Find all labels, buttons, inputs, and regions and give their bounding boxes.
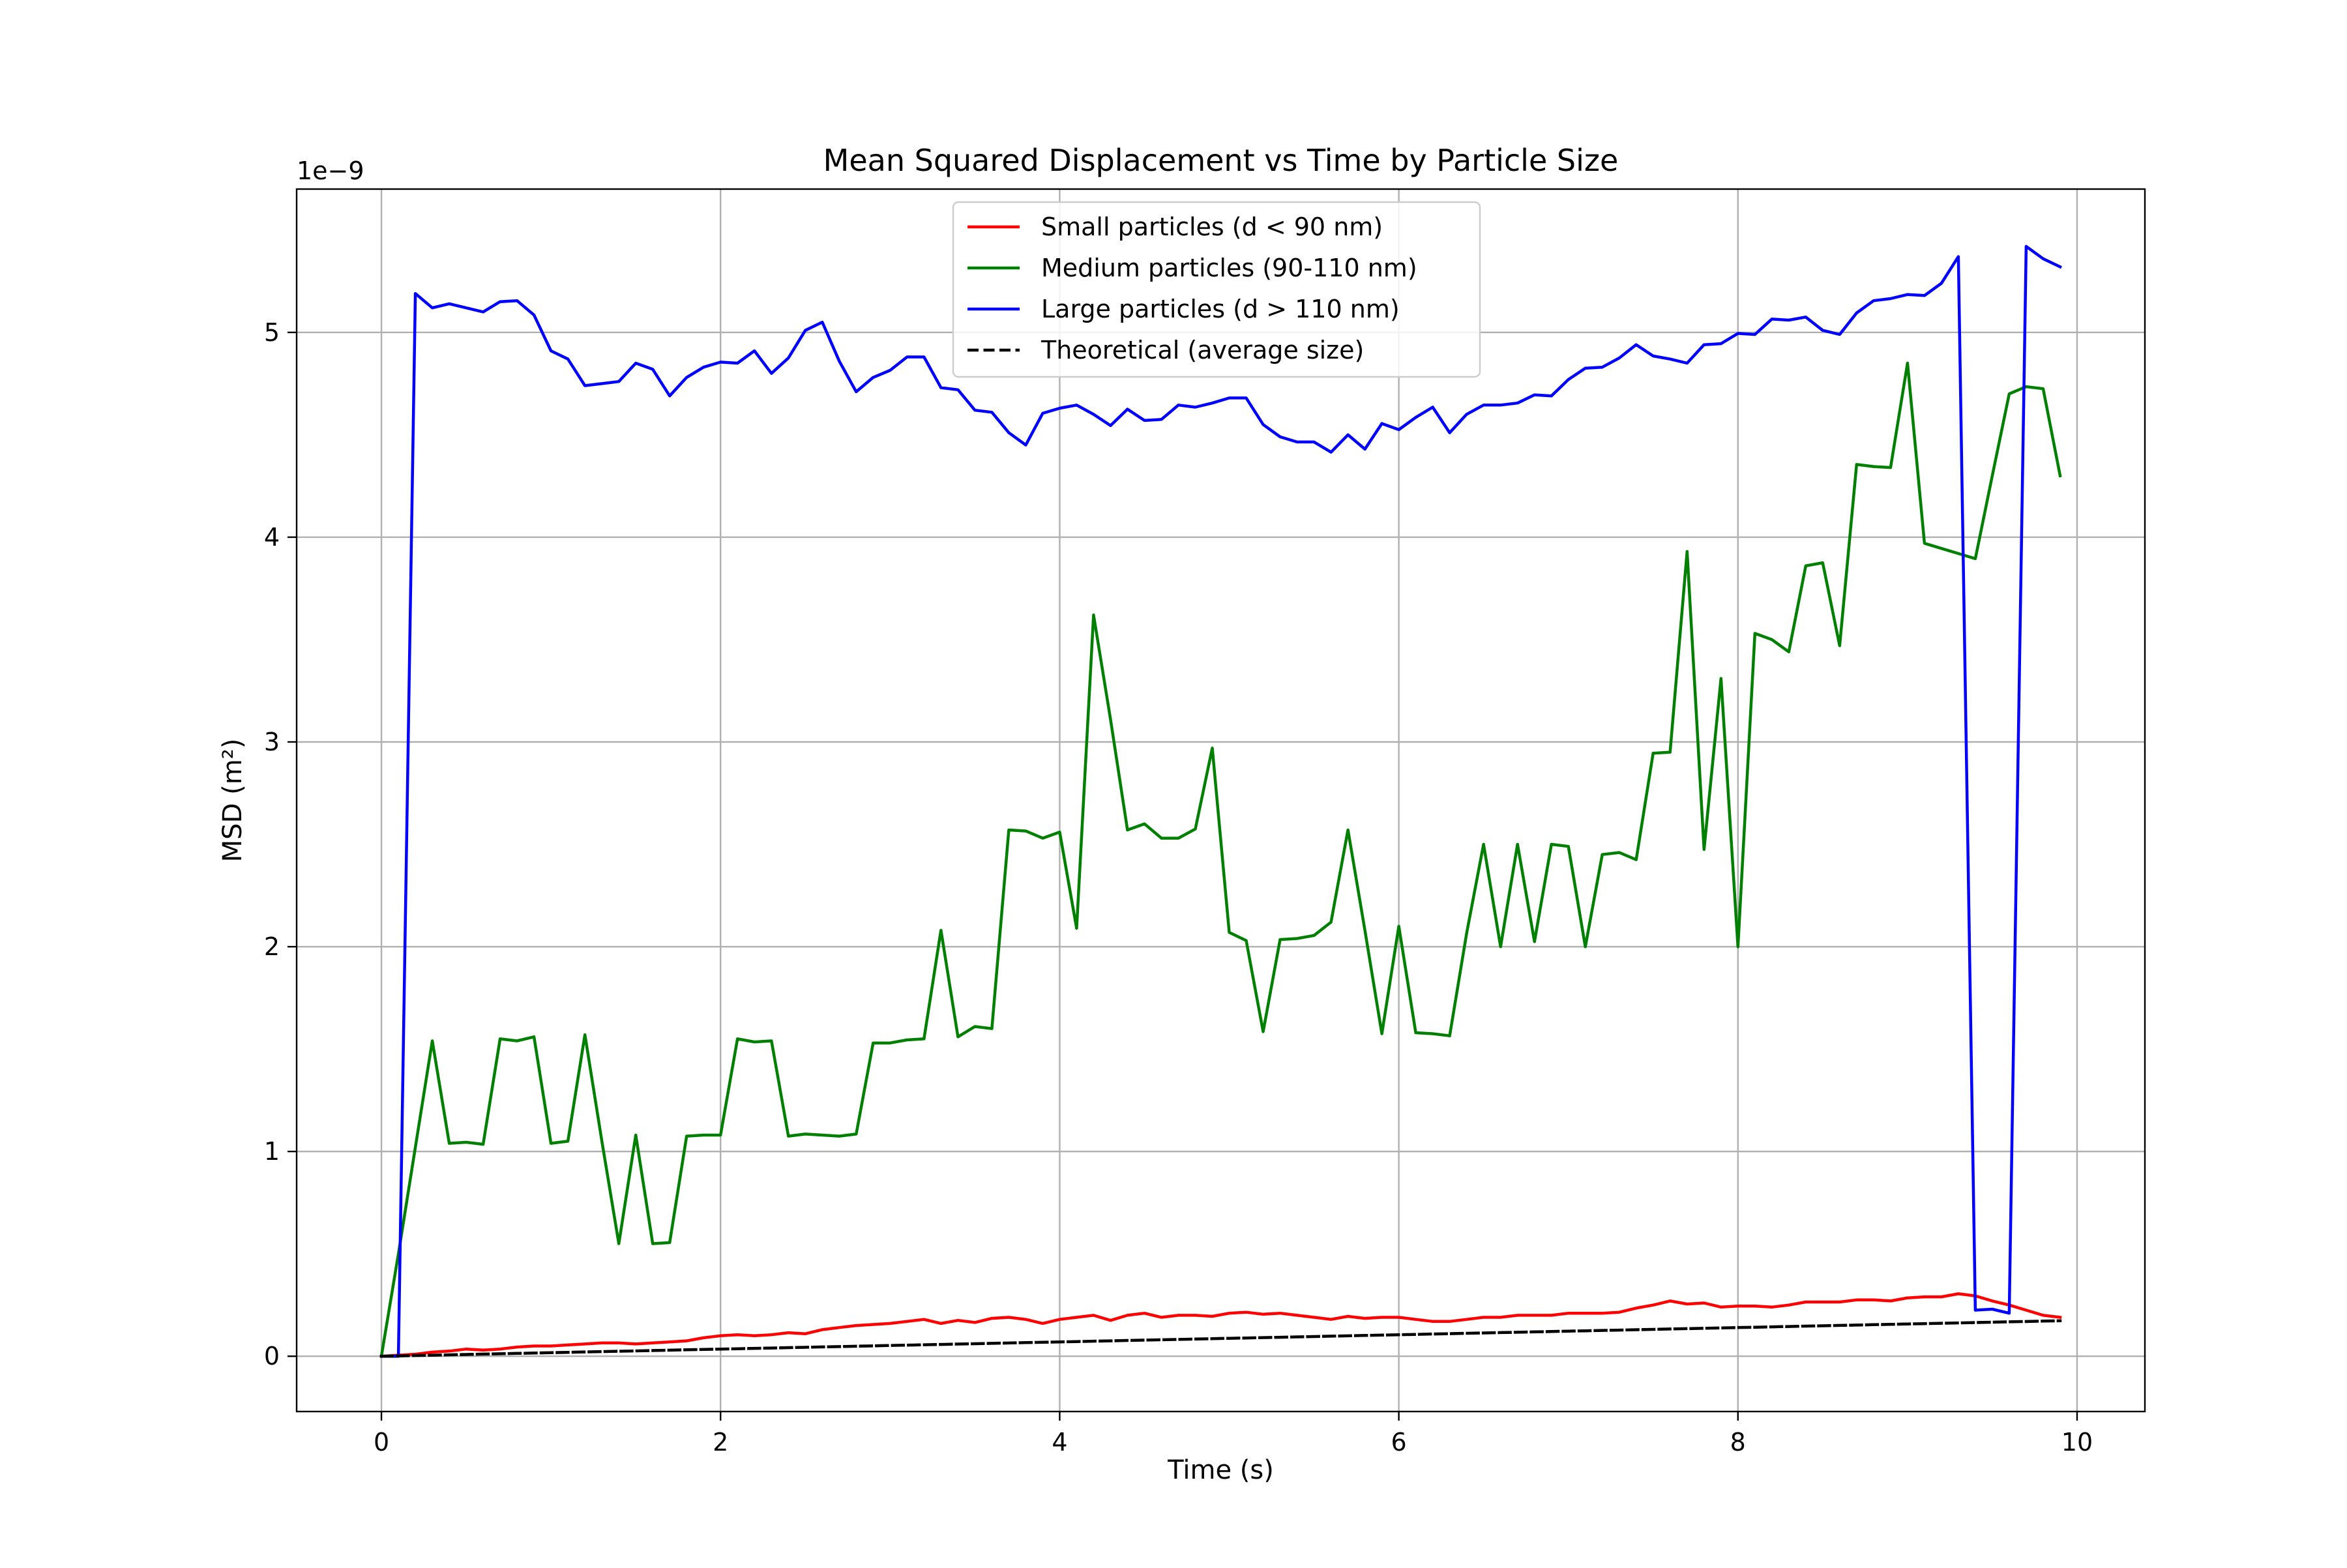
legend-label: Large particles (d > 110 nm) <box>1041 295 1400 323</box>
legend-label: Theoretical (average size) <box>1041 336 1364 364</box>
y-tick-label: 1 <box>264 1137 280 1166</box>
y-tick-label: 3 <box>264 728 280 756</box>
legend-frame <box>952 201 1481 378</box>
x-tick-label: 10 <box>2061 1428 2093 1457</box>
legend-label: Medium particles (90-110 nm) <box>1041 254 1417 282</box>
x-tick-label: 2 <box>713 1428 728 1457</box>
x-tick-label: 6 <box>1391 1428 1407 1457</box>
legend-label: Small particles (d < 90 nm) <box>1041 213 1383 241</box>
y-tick-label: 4 <box>264 523 280 552</box>
series-lines <box>379 244 2063 1358</box>
chart-title: Mean Squared Displacement vs Time by Par… <box>823 143 1619 178</box>
series-line <box>379 244 2063 1358</box>
series-line <box>379 361 2062 1358</box>
series-line <box>379 1292 2062 1358</box>
series-line <box>379 1319 2062 1358</box>
x-axis-label: Time (s) <box>1167 1455 1274 1485</box>
x-tick-label: 4 <box>1052 1428 1067 1457</box>
y-tick-label: 2 <box>264 932 280 961</box>
x-tick-label: 0 <box>374 1428 389 1457</box>
x-tick-label: 8 <box>1730 1428 1746 1457</box>
y-axis-offset-label: 1e−9 <box>297 156 364 185</box>
legend: Small particles (d < 90 nm) Medium partic… <box>952 201 1481 378</box>
y-tick-label: 0 <box>264 1342 280 1370</box>
y-axis-label: MSD (m²) <box>218 739 248 863</box>
y-tick-label: 5 <box>264 318 280 347</box>
plot-frame <box>295 188 2146 1413</box>
ticks: 0 2 4 6 8 10 0 1 2 3 4 5 <box>264 318 2093 1457</box>
